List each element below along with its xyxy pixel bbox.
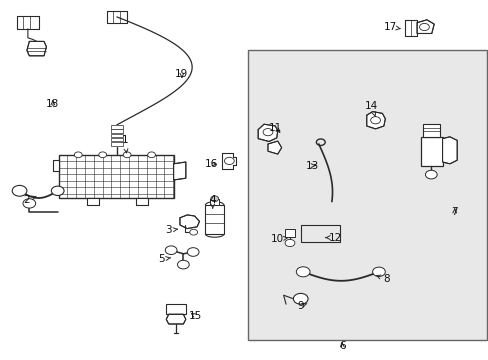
Circle shape <box>187 248 199 256</box>
Bar <box>300 225 339 242</box>
Polygon shape <box>87 198 99 205</box>
Polygon shape <box>27 41 46 56</box>
Polygon shape <box>166 314 185 324</box>
Polygon shape <box>222 153 236 169</box>
Text: 9: 9 <box>297 301 306 311</box>
Text: 12: 12 <box>325 233 341 243</box>
Circle shape <box>189 229 197 235</box>
Bar <box>420 137 442 166</box>
Text: 3: 3 <box>165 225 177 235</box>
Bar <box>111 125 122 129</box>
Text: 7: 7 <box>450 207 457 217</box>
Bar <box>111 142 122 146</box>
Text: 5: 5 <box>158 254 170 264</box>
Circle shape <box>372 267 385 276</box>
Circle shape <box>425 170 436 179</box>
Circle shape <box>419 23 428 31</box>
Text: 11: 11 <box>268 123 282 133</box>
Polygon shape <box>442 137 456 164</box>
Circle shape <box>23 199 36 208</box>
Bar <box>111 129 122 133</box>
Text: 14: 14 <box>364 101 378 117</box>
Polygon shape <box>366 112 385 129</box>
Circle shape <box>147 152 155 158</box>
Bar <box>111 138 122 141</box>
Polygon shape <box>258 124 277 141</box>
Polygon shape <box>17 16 39 29</box>
Polygon shape <box>404 20 416 36</box>
Text: 2: 2 <box>23 195 36 205</box>
Circle shape <box>370 117 380 124</box>
Circle shape <box>296 267 309 277</box>
Circle shape <box>177 260 189 269</box>
Bar <box>166 304 185 314</box>
Text: 1: 1 <box>121 135 128 153</box>
FancyBboxPatch shape <box>248 50 486 340</box>
Text: 8: 8 <box>376 274 389 284</box>
Bar <box>205 205 224 234</box>
Circle shape <box>99 152 106 158</box>
Text: 15: 15 <box>188 311 202 321</box>
Polygon shape <box>180 215 199 229</box>
Text: 18: 18 <box>46 99 60 109</box>
Text: 13: 13 <box>305 161 318 171</box>
Text: 10: 10 <box>270 234 287 244</box>
Text: 6: 6 <box>338 341 345 351</box>
Circle shape <box>12 185 27 196</box>
Bar <box>111 134 122 137</box>
Circle shape <box>293 293 307 304</box>
Polygon shape <box>416 20 433 33</box>
Bar <box>422 124 439 137</box>
Circle shape <box>285 239 294 247</box>
Bar <box>59 155 173 198</box>
Circle shape <box>210 196 218 202</box>
Circle shape <box>74 152 82 158</box>
Polygon shape <box>106 11 127 23</box>
Text: 17: 17 <box>383 22 399 32</box>
Text: 4: 4 <box>209 195 216 208</box>
Polygon shape <box>136 198 147 205</box>
Circle shape <box>224 157 234 165</box>
Text: 16: 16 <box>204 159 218 169</box>
Bar <box>284 229 295 237</box>
Polygon shape <box>173 162 185 180</box>
Polygon shape <box>53 160 59 171</box>
Text: 19: 19 <box>175 69 188 79</box>
Circle shape <box>123 152 131 158</box>
Polygon shape <box>267 141 281 154</box>
Bar <box>210 199 219 205</box>
Circle shape <box>51 186 64 195</box>
Circle shape <box>263 129 272 136</box>
Circle shape <box>165 246 177 255</box>
